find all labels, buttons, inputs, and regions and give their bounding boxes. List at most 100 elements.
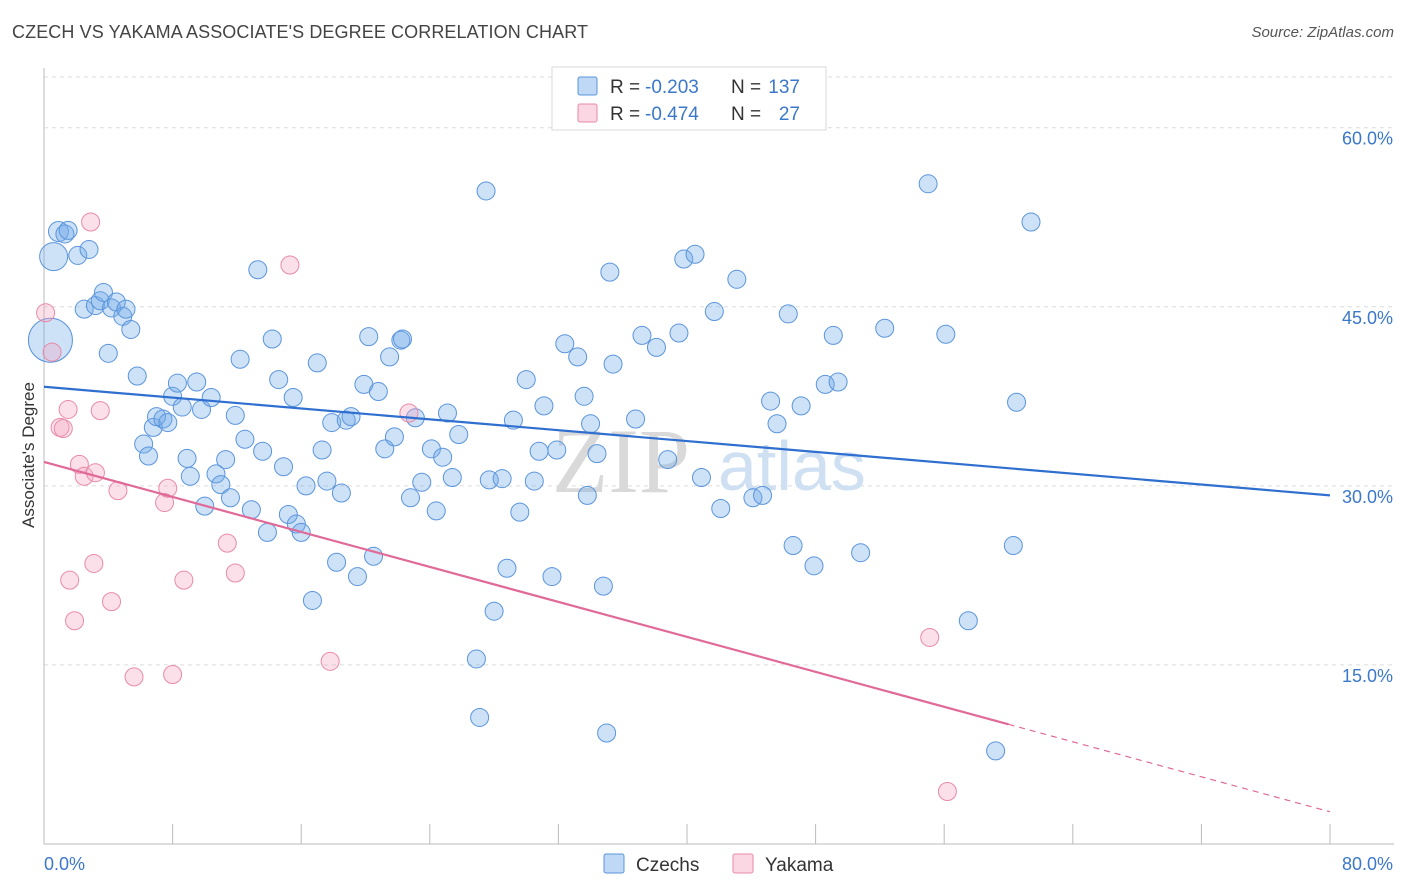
czech-point bbox=[106, 292, 126, 312]
czech-point bbox=[524, 471, 544, 491]
czech-point bbox=[211, 475, 231, 495]
yakama-series-label: Yakama bbox=[765, 855, 834, 876]
czech-point bbox=[74, 299, 94, 319]
czech-point bbox=[201, 388, 221, 408]
czech-r-label: R = bbox=[610, 77, 640, 98]
czech-point bbox=[58, 220, 78, 240]
czech-point bbox=[875, 318, 895, 338]
czech-point bbox=[711, 499, 731, 519]
czech-point bbox=[492, 469, 512, 489]
czech-r-value: -0.203 bbox=[645, 77, 699, 98]
czech-point bbox=[1021, 212, 1041, 232]
y-axis-title: Associate's Degree bbox=[19, 382, 38, 528]
tick-labels: 15.0% 30.0% 45.0% 60.0% 0.0% 80.0% bbox=[44, 129, 1393, 874]
yakama-n-value: 27 bbox=[779, 104, 800, 125]
czech-point bbox=[783, 536, 803, 556]
series-legend: Czechs Yakama bbox=[603, 853, 834, 876]
source-label: Source: ZipAtlas.com bbox=[1251, 24, 1394, 41]
yakama-point bbox=[124, 667, 144, 687]
czech-point bbox=[1007, 392, 1027, 412]
yakama-point bbox=[102, 592, 122, 612]
yakama-r-value: -0.474 bbox=[645, 104, 699, 125]
czech-point bbox=[577, 485, 597, 505]
czech-point bbox=[761, 391, 781, 411]
czech-point bbox=[581, 414, 601, 434]
y-tick-label: 15.0% bbox=[1342, 666, 1393, 686]
y-tick-label: 30.0% bbox=[1342, 487, 1393, 507]
czech-point bbox=[936, 324, 956, 344]
czech-point bbox=[958, 611, 978, 631]
yakama-point bbox=[158, 478, 178, 498]
yakama-point bbox=[217, 533, 237, 553]
czech-point bbox=[47, 221, 69, 243]
czech-point bbox=[401, 488, 421, 508]
yakama-point bbox=[90, 401, 110, 421]
yakama-point bbox=[69, 454, 89, 474]
czech-point bbox=[359, 327, 379, 347]
czech-point bbox=[380, 347, 400, 367]
czech-point bbox=[704, 302, 724, 322]
czech-point bbox=[516, 370, 536, 390]
czech-legend-swatch bbox=[577, 76, 598, 96]
czech-point bbox=[172, 397, 192, 417]
yakama-point bbox=[280, 255, 300, 275]
czech-point bbox=[603, 354, 623, 374]
czech-point bbox=[39, 242, 69, 272]
czech-point bbox=[248, 260, 268, 280]
czech-point bbox=[437, 403, 457, 423]
x-tick-label-left: 0.0% bbox=[44, 854, 85, 874]
czech-point bbox=[823, 325, 843, 345]
czech-point bbox=[778, 304, 798, 324]
yakama-points bbox=[36, 212, 957, 801]
watermark: ZIP atlas bbox=[552, 410, 866, 512]
yakama-trend-extension bbox=[1008, 723, 1331, 813]
czech-n-label: N = bbox=[731, 77, 761, 98]
czech-point bbox=[269, 370, 289, 390]
czech-point bbox=[597, 723, 617, 743]
czech-point bbox=[918, 174, 938, 194]
czech-point bbox=[322, 413, 342, 433]
czech-point bbox=[116, 299, 136, 319]
czech-point bbox=[138, 446, 158, 466]
czech-n-value: 137 bbox=[768, 77, 800, 98]
czech-point bbox=[235, 429, 255, 449]
czech-point bbox=[274, 457, 294, 477]
yakama-point bbox=[42, 342, 62, 362]
yakama-point bbox=[174, 570, 194, 590]
czech-series-swatch bbox=[603, 853, 625, 874]
czech-point bbox=[55, 224, 75, 244]
czech-point bbox=[529, 441, 549, 461]
czech-point bbox=[497, 558, 517, 578]
yakama-point bbox=[163, 664, 183, 684]
czech-point bbox=[312, 440, 332, 460]
czech-point bbox=[851, 543, 871, 563]
yakama-legend-swatch bbox=[577, 103, 598, 123]
czech-point bbox=[510, 502, 530, 522]
czech-point bbox=[134, 434, 154, 454]
czech-point bbox=[412, 472, 432, 492]
czech-point bbox=[180, 466, 200, 486]
czech-point bbox=[79, 239, 99, 259]
czech-point bbox=[230, 349, 250, 369]
czech-point bbox=[167, 373, 187, 393]
czech-point bbox=[225, 405, 245, 425]
yakama-point bbox=[937, 781, 957, 801]
czech-point bbox=[317, 471, 337, 491]
czech-point bbox=[587, 444, 607, 464]
czech-point bbox=[68, 245, 88, 265]
czech-point bbox=[392, 329, 412, 349]
czech-point bbox=[685, 244, 705, 264]
czech-point bbox=[216, 450, 236, 470]
czech-point bbox=[691, 467, 711, 487]
czech-point bbox=[98, 343, 118, 363]
czech-point bbox=[433, 447, 453, 467]
czech-point bbox=[600, 262, 620, 282]
czech-point bbox=[253, 441, 273, 461]
yakama-point bbox=[58, 399, 78, 419]
czech-point bbox=[503, 410, 523, 430]
czech-point bbox=[187, 372, 207, 392]
czech-point bbox=[127, 366, 147, 386]
czech-point bbox=[442, 467, 462, 487]
czech-point bbox=[307, 353, 327, 373]
yakama-point bbox=[399, 403, 419, 423]
